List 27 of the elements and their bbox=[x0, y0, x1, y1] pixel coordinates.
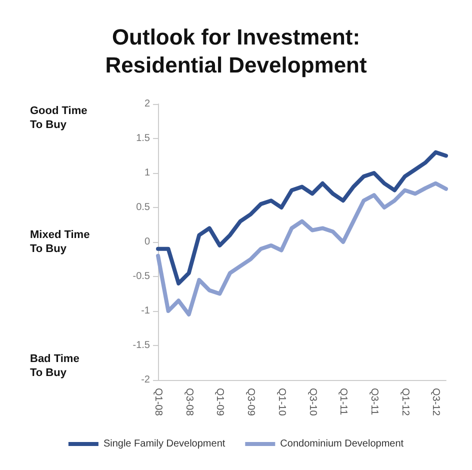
text: Bad Time To Buy bbox=[30, 353, 80, 379]
legend-label: Single Family Development bbox=[103, 438, 226, 450]
y-tick-label: -2 bbox=[141, 374, 150, 386]
line-series bbox=[156, 181, 448, 316]
chart-title: Outlook for Investment: Residential Development bbox=[105, 24, 368, 78]
text: Good Time To Buy bbox=[30, 105, 88, 131]
x-tick-label: Q1-08 bbox=[152, 388, 164, 416]
y-tick-label: 0.5 bbox=[136, 202, 150, 213]
legend-label: Condominium Development bbox=[280, 438, 404, 450]
text: Mixed Time To Buy bbox=[30, 229, 90, 255]
y-tick-label: -1 bbox=[141, 306, 150, 316]
line-series bbox=[156, 150, 448, 286]
x-tick-label: Q1-11 bbox=[338, 388, 349, 416]
y-tick-label: -1.5 bbox=[132, 340, 150, 351]
x-tick-label: Q1-12 bbox=[399, 388, 410, 416]
x-tick-label: Q3-10 bbox=[306, 388, 318, 416]
x-tick-label: Q3-08 bbox=[183, 388, 194, 416]
y-tick-label: 0 bbox=[144, 236, 150, 248]
x-tick-label: Q1-10 bbox=[276, 388, 287, 416]
y-tick-label: 1.5 bbox=[136, 133, 150, 144]
x-tick-label: Q1-09 bbox=[214, 388, 226, 416]
x-tick-label: Q3-11 bbox=[368, 388, 380, 416]
y-tick-label: 1 bbox=[144, 168, 150, 178]
y-tick-label: -0.5 bbox=[132, 271, 150, 282]
x-tick-label: Q3-09 bbox=[245, 388, 256, 416]
y-tick-label: 2 bbox=[144, 98, 150, 110]
x-tick-label: Q3-12 bbox=[430, 388, 442, 416]
